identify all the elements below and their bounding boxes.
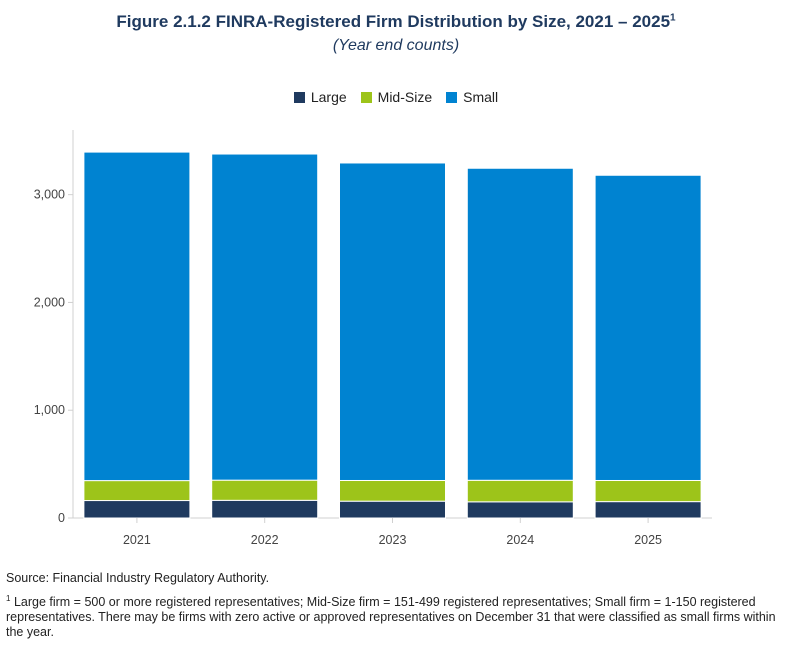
- source-note: Source: Financial Industry Regulatory Au…: [6, 571, 270, 585]
- legend-item-mid-size: Mid-Size: [360, 89, 433, 105]
- legend-label-mid-size: Mid-Size: [377, 89, 433, 105]
- footnote: 1 Large firm = 500 or more registered re…: [6, 591, 781, 640]
- bar-mid-size-2023: [339, 479, 446, 502]
- title-footnote-marker: 1: [670, 12, 676, 24]
- bar-large-2025: [594, 501, 702, 519]
- legend-swatch-small: [446, 91, 458, 103]
- footnote-marker: 1: [6, 594, 11, 603]
- bar-mid-size-2024: [466, 479, 574, 503]
- chart-legend: Large Mid-Size Small: [0, 89, 792, 105]
- bar-small-2021: [83, 151, 191, 482]
- bar-mid-size-2021: [83, 480, 191, 502]
- chart-subtitle: (Year end counts): [332, 37, 460, 54]
- legend-swatch-large: [293, 91, 305, 103]
- x-tick-label: 2024: [506, 533, 534, 547]
- bar-mid-size-2025: [594, 479, 702, 503]
- bar-small-2024: [466, 167, 574, 481]
- chart-notes: Source: Financial Industry Regulatory Au…: [6, 571, 781, 640]
- x-tick-label: 2022: [251, 533, 279, 547]
- footnote-text: Large firm = 500 or more registered repr…: [6, 595, 776, 640]
- y-tick-label: 3,000: [34, 188, 65, 202]
- y-tick-label: 2,000: [34, 295, 65, 309]
- stacked-bar-chart: 0 1,000 2,000 3,000 2021 2022 2023 2024 2025: [34, 130, 712, 547]
- bar-mid-size-2022: [211, 479, 319, 501]
- legend-label-small: Small: [463, 89, 499, 105]
- bar-large-2022: [211, 499, 319, 519]
- y-tick-label: 1,000: [34, 403, 65, 417]
- x-tick-label: 2021: [123, 533, 151, 547]
- bar-large-2024: [466, 501, 574, 519]
- legend-label-large: Large: [310, 89, 347, 105]
- x-tick-label: 2025: [634, 533, 662, 547]
- legend-swatch-mid-size: [360, 91, 372, 103]
- bar-small-2023: [339, 162, 446, 481]
- bar-large-2021: [83, 500, 191, 519]
- legend-item-small: Small: [446, 89, 498, 105]
- chart-title: Figure 2.1.2 FINRA-Registered Firm Distr…: [116, 12, 676, 31]
- x-tick-label: 2023: [379, 533, 407, 547]
- y-tick-label: 0: [58, 511, 65, 525]
- bar-small-2022: [211, 153, 319, 481]
- legend-item-large: Large: [293, 89, 347, 105]
- bar-small-2025: [594, 174, 702, 481]
- bar-large-2023: [339, 500, 446, 519]
